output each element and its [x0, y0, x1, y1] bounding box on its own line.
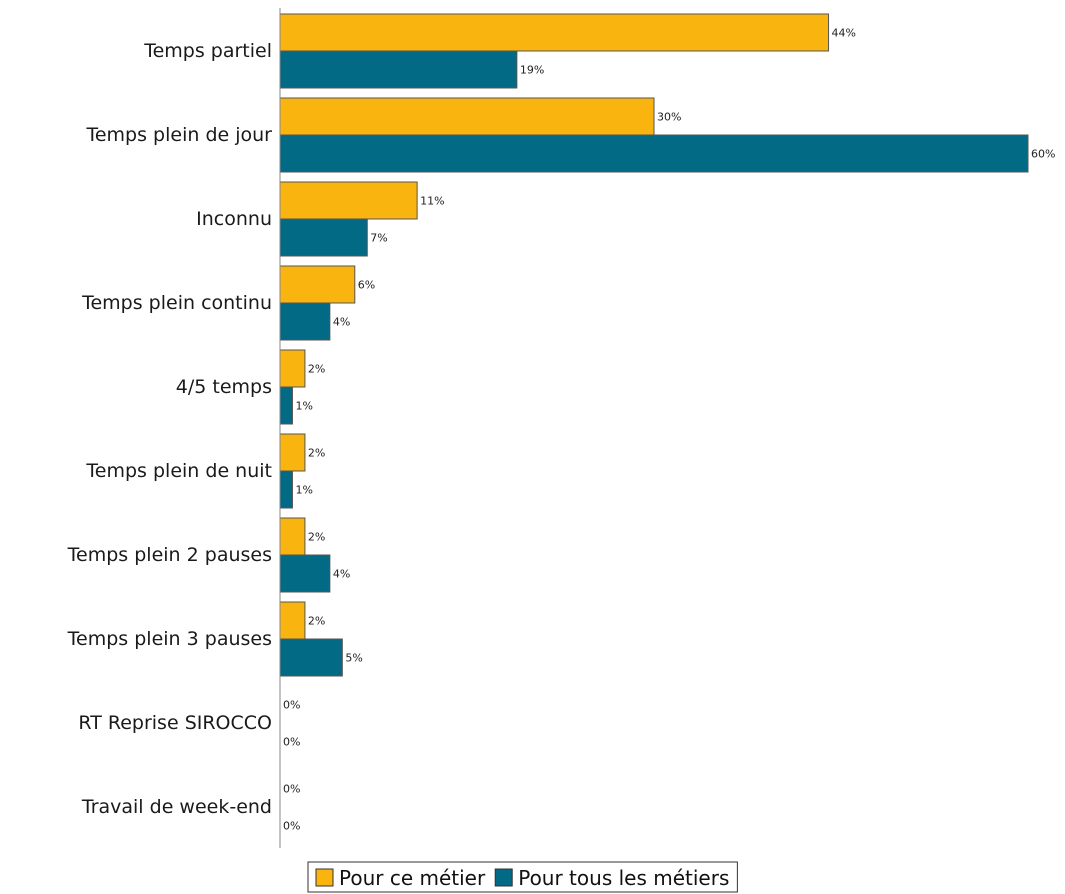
- bars-group: Temps partiel 44% 19% Temps plein de jour 30…: [67, 13, 1055, 833]
- value-label-this-job-temps-plein-de-nuit: 2%: [308, 447, 325, 460]
- bar-this-job-temps-plein-de-nuit: [279, 433, 306, 472]
- value-label-all-jobs-inconnu: 7%: [370, 232, 387, 245]
- bar-all-jobs-temps-plein-continu: [279, 302, 331, 341]
- bar-all-jobs-4-5-temps: [279, 386, 293, 425]
- value-label-all-jobs-rt-reprise-sirocco: 0%: [283, 736, 300, 749]
- value-label-this-job-temps-plein-de-jour: 30%: [657, 111, 681, 124]
- category-label-4-5-temps: 4/5 temps: [176, 376, 272, 398]
- legend-label-all-jobs: Pour tous les métiers: [518, 866, 729, 890]
- category-label-travail-de-week-end: Travail de week-end: [81, 796, 272, 818]
- value-label-this-job-rt-reprise-sirocco: 0%: [283, 699, 300, 712]
- category-label-temps-plein-continu: Temps plein continu: [81, 292, 272, 314]
- value-label-this-job-temps-plein-3-pauses: 2%: [308, 615, 325, 628]
- bar-this-job-temps-plein-3-pauses: [279, 601, 306, 640]
- legend-label-this-job: Pour ce métier: [339, 866, 486, 890]
- category-label-temps-plein-2-pauses: Temps plein 2 pauses: [67, 544, 272, 566]
- value-label-this-job-4-5-temps: 2%: [308, 363, 325, 376]
- value-label-this-job-temps-plein-2-pauses: 2%: [308, 531, 325, 544]
- category-label-temps-partiel: Temps partiel: [143, 40, 272, 62]
- category-label-temps-plein-de-nuit: Temps plein de nuit: [85, 460, 272, 482]
- legend-frame: [307, 861, 738, 893]
- bar-this-job-inconnu: [279, 181, 418, 220]
- value-label-all-jobs-temps-plein-2-pauses: 4%: [333, 568, 350, 581]
- value-label-all-jobs-temps-plein-de-nuit: 1%: [295, 484, 312, 497]
- value-label-all-jobs-temps-plein-de-jour: 60%: [1031, 148, 1055, 161]
- bar-all-jobs-temps-plein-3-pauses: [279, 638, 343, 677]
- bar-this-job-4-5-temps: [279, 349, 306, 388]
- legend-swatch-this-job: [315, 868, 334, 887]
- bar-this-job-temps-partiel: [279, 13, 830, 52]
- category-label-temps-plein-3-pauses: Temps plein 3 pauses: [67, 628, 272, 650]
- value-label-all-jobs-travail-de-week-end: 0%: [283, 820, 300, 833]
- bar-all-jobs-temps-plein-2-pauses: [279, 554, 331, 593]
- category-label-temps-plein-de-jour: Temps plein de jour: [85, 124, 272, 146]
- bar-all-jobs-temps-plein-de-nuit: [279, 470, 293, 509]
- value-label-all-jobs-4-5-temps: 1%: [295, 400, 312, 413]
- value-label-all-jobs-temps-plein-continu: 4%: [333, 316, 350, 329]
- bar-this-job-temps-plein-2-pauses: [279, 517, 306, 556]
- category-label-rt-reprise-sirocco: RT Reprise SIROCCO: [78, 712, 272, 734]
- bar-all-jobs-inconnu: [279, 218, 368, 257]
- value-label-this-job-temps-plein-continu: 6%: [358, 279, 375, 292]
- value-label-this-job-travail-de-week-end: 0%: [283, 783, 300, 796]
- category-label-inconnu: Inconnu: [196, 208, 272, 230]
- bar-all-jobs-temps-plein-de-jour: [279, 134, 1029, 173]
- value-label-all-jobs-temps-plein-3-pauses: 5%: [345, 652, 362, 665]
- bar-all-jobs-temps-partiel: [279, 50, 518, 89]
- value-label-all-jobs-temps-partiel: 19%: [520, 64, 544, 77]
- legend: Pour ce métier Pour tous les métiers: [307, 861, 738, 893]
- bar-this-job-temps-plein-de-jour: [279, 97, 655, 136]
- legend-swatch-all-jobs: [494, 868, 513, 887]
- value-label-this-job-inconnu: 11%: [420, 195, 444, 208]
- value-label-this-job-temps-partiel: 44%: [832, 27, 856, 40]
- bar-this-job-temps-plein-continu: [279, 265, 356, 304]
